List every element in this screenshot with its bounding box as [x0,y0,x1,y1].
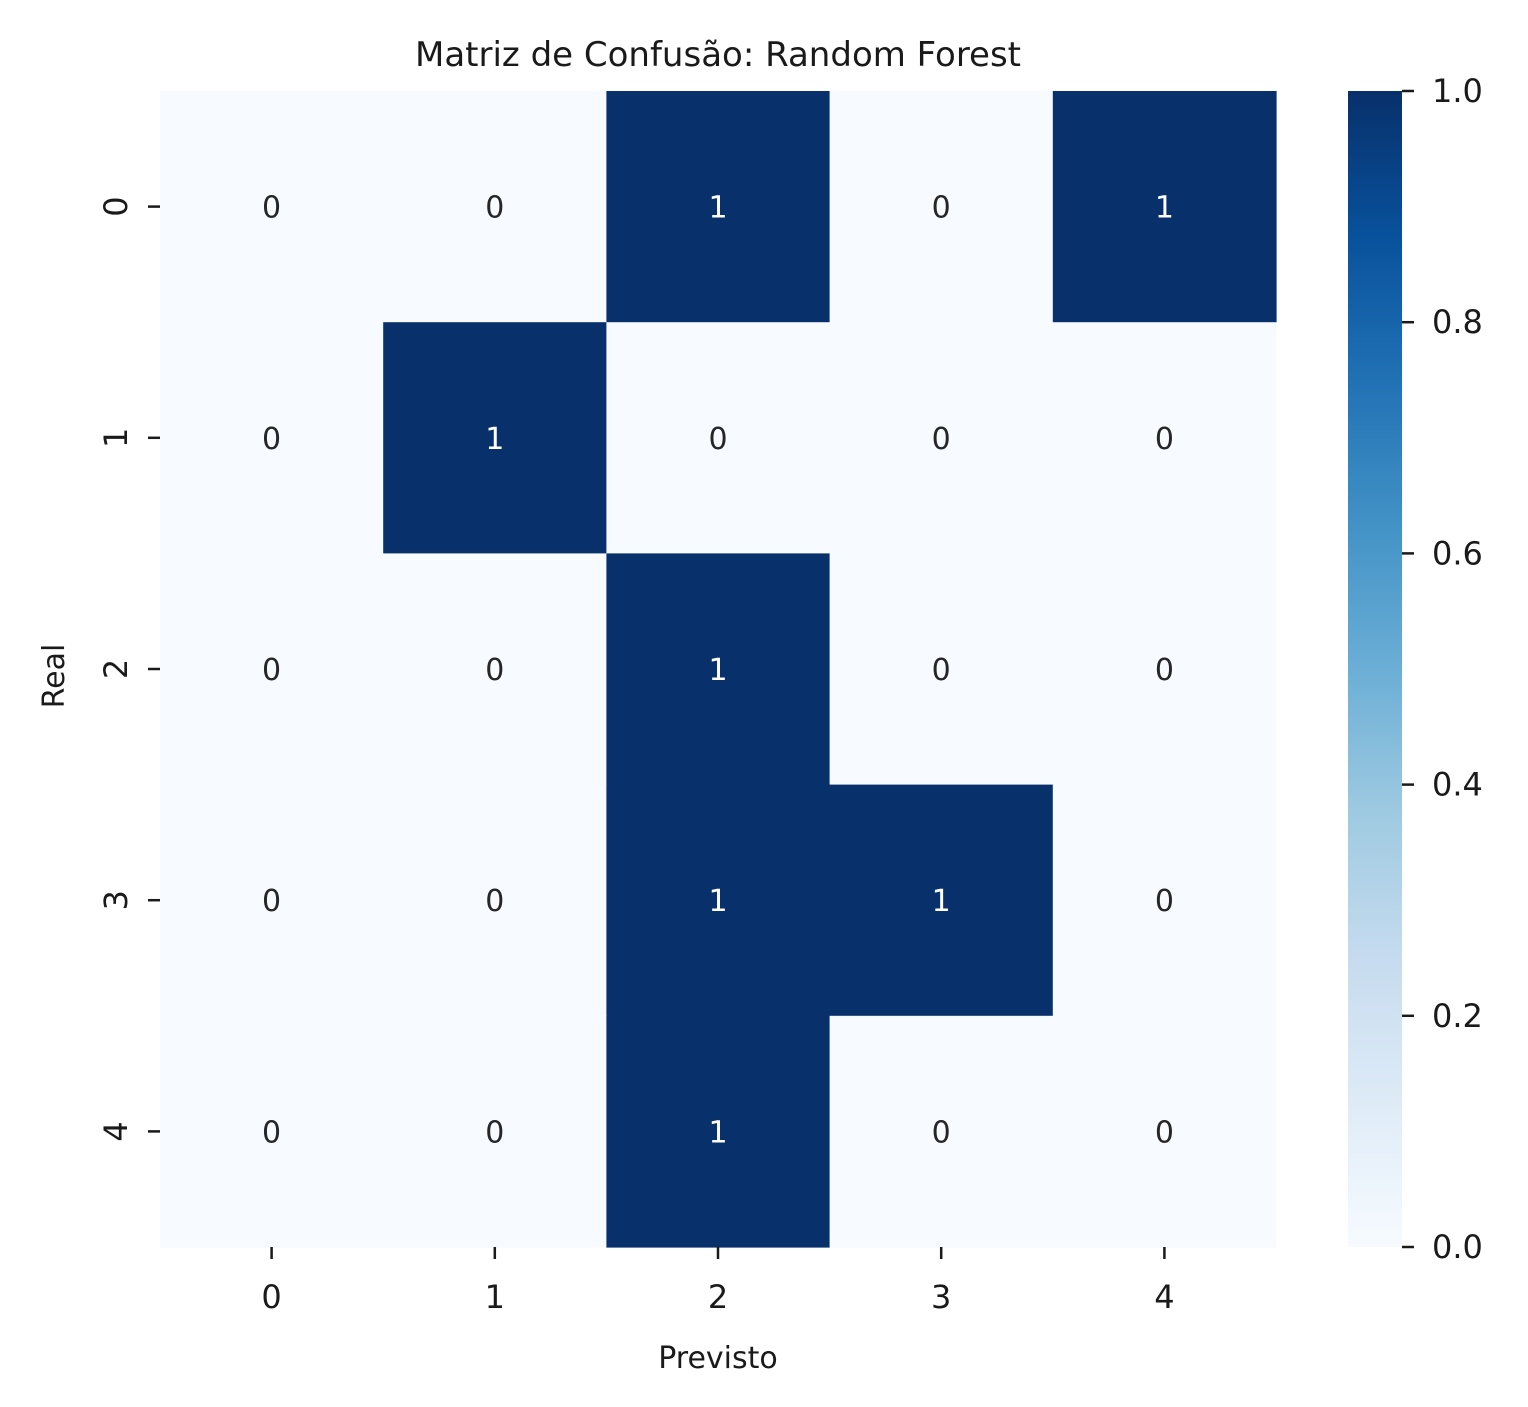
x-tick-label-1: 1 [485,1278,505,1316]
heatmap-cell-3-2 [606,784,831,1017]
heatmap-cell-3-1 [383,784,607,1017]
cell-value-label-2-2: 1 [708,653,727,688]
cell-value-label-4-3: 0 [932,1115,951,1150]
cell-value-label-0-3: 0 [932,191,951,226]
cell-value-label-0-4: 1 [1155,191,1174,226]
y-axis-label: Real [37,644,72,709]
heatmap-cell-1-2 [606,322,831,554]
colorbar: 0.0 0.2 0.4 0.6 0.8 1.0 [1348,72,1483,1266]
y-axis-ticks: 0 1 2 3 4 [97,196,160,1142]
heatmap-cell-0-4 [1052,91,1277,323]
cell-value-label-2-3: 0 [932,653,951,688]
x-tick-label-4: 4 [1154,1278,1174,1316]
cell-value-label-4-4: 0 [1155,1115,1174,1150]
heatmap-cell-0-0 [160,91,384,323]
x-tick-label-0: 0 [261,1278,281,1316]
heatmap-cell-3-3 [829,784,1054,1017]
x-axis-label: Previsto [658,1341,778,1376]
heatmap-cell-4-2 [606,1015,831,1248]
y-tick-label-2: 2 [97,659,135,679]
heatmap-cell-0-1 [383,91,607,323]
heatmap-cell-2-4 [1052,553,1277,786]
cell-value-label-3-0: 0 [262,884,281,919]
cell-value-label-4-1: 0 [485,1115,504,1150]
cell-value-label-1-1: 1 [485,422,504,457]
heatmap-cell-1-0 [160,322,384,554]
heatmap-cell-4-3 [829,1015,1054,1248]
heatmap-cell-2-1 [383,553,607,786]
colorbar-tick-label-5: 1.0 [1432,72,1483,110]
colorbar-tick-label-4: 0.8 [1432,303,1483,341]
heatmap-cell-4-4 [1052,1015,1277,1248]
colorbar-tick-label-2: 0.4 [1432,766,1483,804]
cell-value-label-0-0: 0 [262,191,281,226]
heatmap-cell-1-4 [1052,322,1277,554]
cell-value-label-2-0: 0 [262,653,281,688]
y-tick-label-4: 4 [97,1121,135,1141]
cell-value-labels: 0 0 1 0 1 0 1 0 0 0 0 0 1 0 0 0 0 1 1 0 0 0 1 0 0 [262,191,1174,1151]
cell-value-label-3-3: 1 [932,884,951,919]
heatmap-cell-1-1 [383,322,607,554]
x-axis-ticks: 0 1 2 3 4 [261,1247,1175,1316]
cell-value-label-1-3: 0 [932,422,951,457]
cell-value-label-0-1: 0 [485,191,504,226]
heatmap-cell-3-0 [160,784,384,1017]
colorbar-tick-label-3: 0.6 [1432,534,1483,572]
x-tick-label-3: 3 [931,1278,951,1316]
y-tick-label-1: 1 [97,428,135,448]
cell-value-label-3-4: 0 [1155,884,1174,919]
chart-title: Matriz de Confusão: Random Forest [415,35,1021,75]
colorbar-tick-label-0: 0.0 [1432,1228,1483,1266]
heatmap-cell-1-3 [829,322,1054,554]
colorbar-gradient [1348,91,1402,1247]
colorbar-tick-label-1: 0.2 [1432,997,1483,1035]
x-tick-label-2: 2 [708,1278,728,1316]
cell-value-label-2-1: 0 [485,653,504,688]
heatmap-cell-2-3 [829,553,1054,786]
cell-value-label-3-1: 0 [485,884,504,919]
cell-value-label-0-2: 1 [708,191,727,226]
cell-value-label-4-0: 0 [262,1115,281,1150]
heatmap-cell-4-0 [160,1015,384,1248]
heatmap-cells [160,91,1277,1248]
cell-value-label-3-2: 1 [708,884,727,919]
heatmap-cell-2-2 [606,553,831,786]
heatmap-cell-0-2 [606,91,831,323]
heatmap-cell-3-4 [1052,784,1277,1017]
heatmap-cell-4-1 [383,1015,607,1248]
cell-value-label-1-0: 0 [262,422,281,457]
cell-value-label-1-4: 0 [1155,422,1174,457]
heatmap-cell-2-0 [160,553,384,786]
y-tick-label-0: 0 [97,196,135,216]
cell-value-label-2-4: 0 [1155,653,1174,688]
cell-value-label-4-2: 1 [708,1115,727,1150]
cell-value-label-1-2: 0 [708,422,727,457]
heatmap-cell-0-3 [829,91,1054,323]
y-tick-label-3: 3 [97,890,135,910]
